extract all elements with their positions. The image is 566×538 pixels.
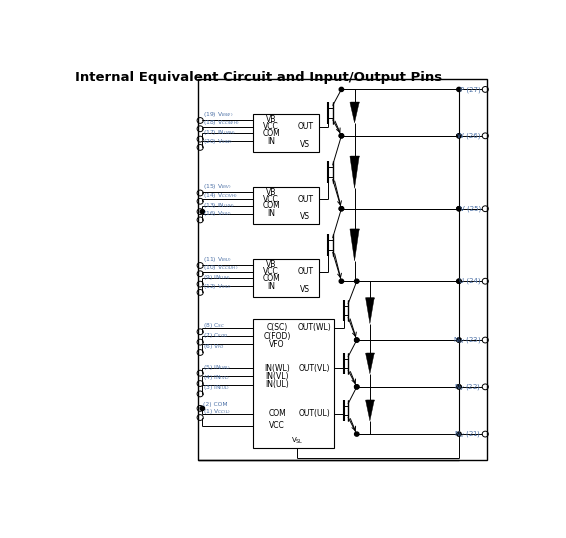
Text: (11) V$_{B(U)}$: (11) V$_{B(U)}$ [203, 256, 232, 264]
Text: U (24): U (24) [459, 278, 481, 285]
Text: OUT(WL): OUT(WL) [298, 323, 331, 332]
Text: (10) V$_{CC(UH)}$: (10) V$_{CC(UH)}$ [203, 264, 238, 272]
Text: N$_{U}$ (21): N$_{U}$ (21) [454, 429, 481, 439]
Text: (16) V$_{S(V)}$: (16) V$_{S(V)}$ [203, 210, 231, 218]
Text: (1) V$_{CC(L)}$: (1) V$_{CC(L)}$ [203, 407, 230, 416]
Text: VB: VB [266, 188, 276, 197]
Text: (4) IN$_{(VL)}$: (4) IN$_{(VL)}$ [203, 373, 230, 382]
Text: (6) V$_{FO}$: (6) V$_{FO}$ [203, 342, 225, 351]
Text: VCC: VCC [263, 122, 279, 131]
Text: V (25): V (25) [460, 206, 481, 212]
Text: (8) C$_{SC}$: (8) C$_{SC}$ [203, 321, 225, 330]
Text: N$_{W}$ (23): N$_{W}$ (23) [452, 335, 481, 345]
Text: (5) IN$_{(WL)}$: (5) IN$_{(WL)}$ [203, 363, 231, 372]
Text: VCC: VCC [263, 267, 279, 276]
Text: (19) V$_{B(W)}$: (19) V$_{B(W)}$ [203, 110, 233, 119]
Bar [253, 114, 319, 152]
Text: N$_{V}$ (22): N$_{V}$ (22) [454, 382, 481, 392]
Text: (20) V$_{S(W)}$: (20) V$_{S(W)}$ [203, 137, 233, 146]
Circle shape [457, 338, 461, 342]
Text: OUT: OUT [297, 122, 314, 131]
Polygon shape [366, 298, 374, 323]
Text: IN(UL): IN(UL) [265, 380, 289, 390]
Text: (9) IN$_{(UH)}$: (9) IN$_{(UH)}$ [203, 274, 230, 282]
Circle shape [457, 207, 461, 211]
Bar [253, 259, 319, 296]
Circle shape [457, 338, 461, 342]
Text: OUT: OUT [297, 267, 314, 276]
Circle shape [457, 279, 461, 284]
Text: IN: IN [267, 209, 275, 218]
Text: (17) IN$_{(WH)}$: (17) IN$_{(WH)}$ [203, 129, 235, 138]
Text: (15) V$_{B(V)}$: (15) V$_{B(V)}$ [203, 183, 232, 192]
Text: P (27): P (27) [460, 86, 481, 93]
Text: COM: COM [268, 409, 286, 418]
Polygon shape [350, 229, 359, 261]
Circle shape [354, 338, 359, 342]
Text: IN(WL): IN(WL) [264, 364, 290, 373]
Text: C(FOD): C(FOD) [263, 331, 291, 341]
Text: VS: VS [301, 285, 310, 294]
Circle shape [457, 385, 461, 389]
Polygon shape [350, 156, 359, 188]
Circle shape [457, 134, 461, 138]
Bar [198, 79, 487, 460]
Bar [253, 187, 319, 224]
Circle shape [457, 87, 461, 91]
Text: (12) V$_{S(U)}$: (12) V$_{S(U)}$ [203, 282, 232, 291]
Text: COM: COM [262, 274, 280, 283]
Circle shape [354, 279, 359, 284]
Text: (14) V$_{CC(VH)}$: (14) V$_{CC(VH)}$ [203, 191, 238, 200]
Text: VFO: VFO [269, 340, 285, 349]
Text: V$_{\rm SL}$: V$_{\rm SL}$ [291, 436, 304, 446]
Circle shape [457, 279, 461, 284]
Circle shape [200, 406, 204, 410]
Circle shape [339, 207, 344, 211]
Circle shape [457, 385, 461, 389]
Circle shape [339, 87, 344, 91]
Text: COM: COM [262, 129, 280, 138]
Text: VCC: VCC [269, 421, 285, 430]
Text: (2) COM: (2) COM [203, 402, 228, 407]
Circle shape [354, 432, 359, 436]
Circle shape [339, 279, 344, 284]
Text: VB: VB [266, 260, 276, 270]
Text: IN(VL): IN(VL) [265, 372, 289, 381]
Text: Internal Equivalent Circuit and Input/Output Pins: Internal Equivalent Circuit and Input/Ou… [75, 71, 442, 84]
Circle shape [200, 209, 204, 214]
Circle shape [457, 432, 461, 436]
Bar [253, 320, 334, 448]
Text: (3) IN$_{(UL)}$: (3) IN$_{(UL)}$ [203, 384, 230, 392]
Polygon shape [350, 102, 359, 123]
Circle shape [354, 338, 359, 342]
Circle shape [339, 134, 344, 138]
Circle shape [339, 207, 344, 211]
Text: VCC: VCC [263, 195, 279, 203]
Text: VS: VS [301, 212, 310, 221]
Circle shape [354, 385, 359, 389]
Text: COM: COM [262, 201, 280, 210]
Circle shape [339, 134, 344, 138]
Polygon shape [366, 353, 374, 374]
Text: C(SC): C(SC) [267, 323, 288, 332]
Text: W (26): W (26) [457, 132, 481, 139]
Polygon shape [366, 400, 374, 421]
Text: VS: VS [301, 139, 310, 148]
Text: IN: IN [267, 137, 275, 146]
Circle shape [457, 207, 461, 211]
Text: VB: VB [266, 115, 276, 124]
Circle shape [457, 134, 461, 138]
Text: (18) V$_{CC(WH)}$: (18) V$_{CC(WH)}$ [203, 119, 239, 127]
Text: (13) IN$_{(VH)}$: (13) IN$_{(VH)}$ [203, 202, 234, 210]
Text: OUT: OUT [297, 195, 314, 203]
Text: OUT(VL): OUT(VL) [299, 364, 330, 373]
Text: IN: IN [267, 281, 275, 291]
Text: (7) C$_{FOD}$: (7) C$_{FOD}$ [203, 331, 228, 341]
Circle shape [354, 385, 359, 389]
Text: OUT(UL): OUT(UL) [299, 409, 331, 418]
